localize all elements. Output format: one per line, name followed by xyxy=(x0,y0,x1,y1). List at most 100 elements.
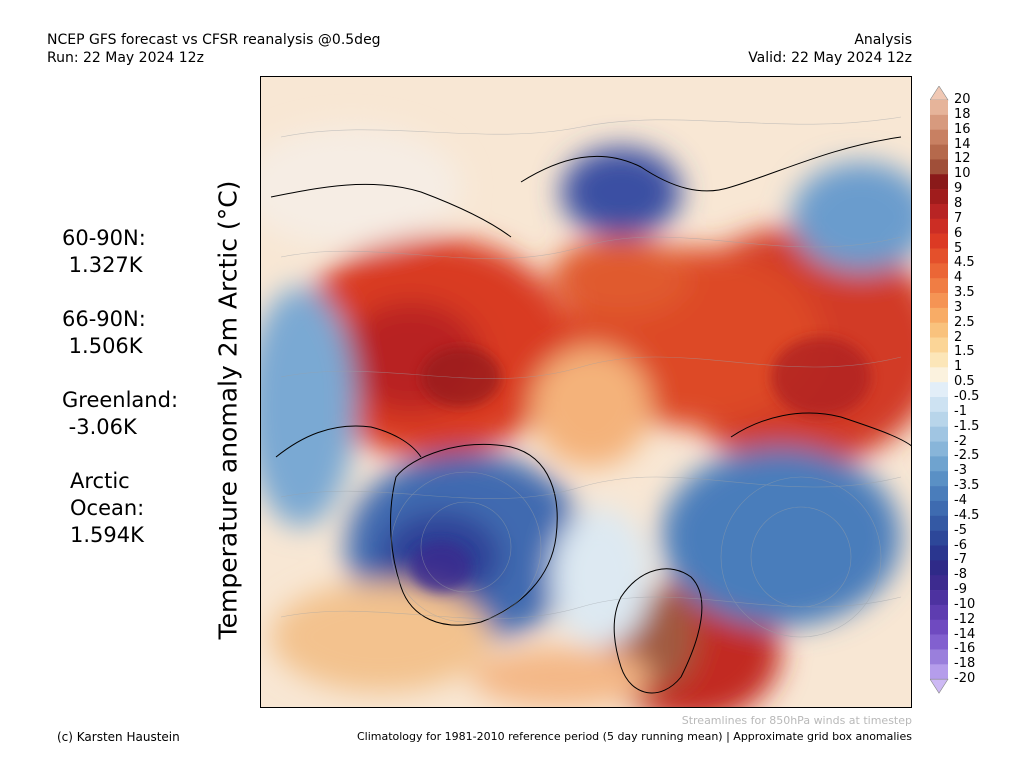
model-title: NCEP GFS forecast vs CFSR reanalysis @0.… xyxy=(47,32,381,48)
colorbar-tick-label: 8 xyxy=(954,195,963,211)
colorbar-tick-label: -4.5 xyxy=(954,507,980,523)
colorbar-swatch xyxy=(930,500,948,517)
colorbar-swatch xyxy=(930,322,948,338)
colorbar-tick-label: -12 xyxy=(954,611,976,627)
stat-label: 60-90N: xyxy=(62,226,146,250)
colorbar-tick-label: 16 xyxy=(954,121,971,137)
stat-label: 66-90N: xyxy=(62,307,146,331)
colorbar-tick-label: -3 xyxy=(954,463,967,479)
colorbar-tick-label: 1 xyxy=(954,359,963,375)
colorbar-tick-label: -2 xyxy=(954,433,967,449)
stat-label: Greenland: xyxy=(62,388,179,412)
map-canvas xyxy=(261,77,911,707)
colorbar-swatch xyxy=(930,619,948,635)
colorbar-swatch xyxy=(930,545,948,561)
colorbar-swatch xyxy=(930,411,948,427)
colorbar-swatch xyxy=(930,456,948,472)
colorbar-swatch xyxy=(930,590,948,606)
colorbar-swatch xyxy=(930,471,948,487)
colorbar-tick-label: -7 xyxy=(954,552,967,568)
streamlines xyxy=(280,116,902,638)
run-time: Run: 22 May 2024 12z xyxy=(47,50,204,66)
colorbar-tick-label: 18 xyxy=(954,106,971,122)
colorbar-swatch xyxy=(930,397,948,413)
colorbar-tick-label: -20 xyxy=(954,671,976,687)
colorbar-tick-label: 14 xyxy=(954,136,971,152)
colorbar-swatch xyxy=(930,515,948,531)
stat-60-90n: 60-90N: 1.327K xyxy=(62,225,146,279)
colorbar xyxy=(929,85,950,700)
colorbar-swatch xyxy=(930,426,948,442)
colorbar-tick-label: 2 xyxy=(954,329,963,345)
colorbar-tick-label: -3.5 xyxy=(954,478,980,494)
colorbar-tick-label: 3 xyxy=(954,299,963,315)
colorbar-swatch xyxy=(930,367,948,383)
colorbar-swatch xyxy=(930,530,948,546)
colorbar-swatch xyxy=(930,382,948,398)
colorbar-tick-label: -0.5 xyxy=(954,389,980,404)
colorbar-tick-label: 6 xyxy=(954,225,963,241)
stat-greenland: Greenland: -3.06K xyxy=(62,387,178,441)
colorbar-tick-label: -1.5 xyxy=(954,418,980,434)
colorbar-tick-label: -2.5 xyxy=(954,448,980,464)
colorbar-swatch xyxy=(930,293,948,309)
colorbar-tick-label: -1 xyxy=(954,403,967,419)
colorbar-tick-label: -4 xyxy=(954,492,967,508)
colorbar-swatch xyxy=(930,189,948,205)
colorbar-bottom-arrow xyxy=(929,678,949,694)
colorbar-swatch xyxy=(930,604,948,621)
colorbar-swatch xyxy=(930,129,948,145)
colorbar-swatch xyxy=(930,233,948,249)
colorbar-tick-label: 9 xyxy=(954,181,963,197)
colorbar-tick-label: 0.5 xyxy=(954,374,975,390)
colorbar-swatch xyxy=(930,634,948,650)
colorbar-swatch xyxy=(930,352,948,368)
valid-time: Valid: 22 May 2024 12z xyxy=(748,50,912,66)
stat-value: 1.506K xyxy=(62,334,143,358)
header-left: NCEP GFS forecast vs CFSR reanalysis @0.… xyxy=(47,31,381,67)
colorbar-tick-label: 12 xyxy=(954,151,971,167)
colorbar-swatches xyxy=(929,85,949,694)
colorbar-swatch xyxy=(930,575,948,591)
colorbar-tick-label: 4.5 xyxy=(954,255,975,271)
colorbar-tick-label: 1.5 xyxy=(954,344,975,360)
colorbar-tick-label: 5 xyxy=(954,240,963,256)
colorbar-tick-label: -16 xyxy=(954,641,976,657)
climatology-note: Climatology for 1981-2010 reference peri… xyxy=(356,730,912,743)
colorbar-top-arrow xyxy=(929,85,949,101)
colorbar-swatch xyxy=(930,441,948,457)
colorbar-tick-label: -14 xyxy=(954,626,976,642)
colorbar-tick-label: -5 xyxy=(954,522,967,538)
colorbar-tick-label: -8 xyxy=(954,567,967,583)
colorbar-tick-label: 4 xyxy=(954,270,963,286)
colorbar-swatch xyxy=(930,263,948,279)
colorbar-tick-label: 10 xyxy=(954,166,971,182)
colorbar-swatch xyxy=(930,144,948,160)
colorbar-tick-label: 2.5 xyxy=(954,314,975,330)
colorbar-swatch xyxy=(930,100,948,116)
colorbar-swatch xyxy=(930,307,948,324)
anomaly-map xyxy=(260,76,912,708)
stat-label: Arctic Ocean: xyxy=(70,469,145,520)
stat-value: -3.06K xyxy=(62,415,137,439)
stat-66-90n: 66-90N: 1.506K xyxy=(62,306,146,360)
colorbar-tick-label: -9 xyxy=(954,582,967,598)
stat-value: 1.594K xyxy=(70,523,144,547)
header-right: Analysis Valid: 22 May 2024 12z xyxy=(748,31,912,67)
colorbar-swatch xyxy=(930,159,948,175)
colorbar-swatch xyxy=(930,664,948,680)
stat-value: 1.327K xyxy=(62,253,143,277)
streamlines-note: Streamlines for 850hPa winds at timestep xyxy=(681,714,912,727)
y-axis-label: Temperature anomaly 2m Arctic (°C) xyxy=(213,180,243,640)
colorbar-tick-label: 7 xyxy=(954,210,963,226)
colorbar-swatch xyxy=(930,278,948,294)
coastlines xyxy=(270,136,911,694)
colorbar-swatch xyxy=(930,218,948,234)
colorbar-swatch xyxy=(930,486,948,502)
credit: (c) Karsten Haustein xyxy=(57,730,180,744)
colorbar-swatch xyxy=(930,203,948,220)
analysis-label: Analysis xyxy=(854,32,912,48)
colorbar-swatch xyxy=(930,174,948,190)
colorbar-swatch xyxy=(930,649,948,665)
colorbar-tick-label: -6 xyxy=(954,537,967,553)
